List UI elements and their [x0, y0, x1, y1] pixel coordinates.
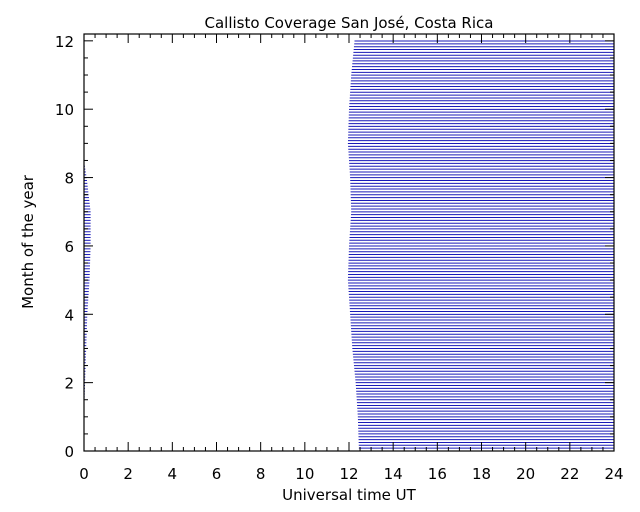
axis-ticks [83, 34, 615, 452]
y-tick-label: 8 [64, 170, 74, 188]
x-tick-labels: 0 2 4 6 8 10 12 14 16 18 20 22 24 [79, 465, 623, 483]
x-tick-label: 2 [123, 465, 133, 483]
y-tick-label: 12 [55, 33, 74, 51]
y-axis-title: Month of the year [19, 174, 37, 309]
x-tick-label: 10 [295, 465, 314, 483]
y-tick-label: 4 [64, 306, 74, 324]
x-tick-label: 24 [604, 465, 623, 483]
x-tick-label: 16 [428, 465, 447, 483]
x-tick-label: 12 [339, 465, 358, 483]
x-axis-title: Universal time UT [282, 486, 417, 504]
x-tick-label: 8 [256, 465, 266, 483]
x-tick-label: 20 [516, 465, 535, 483]
y-tick-label: 10 [55, 101, 74, 119]
x-tick-label: 6 [212, 465, 222, 483]
coverage-bands [84, 40, 614, 452]
x-tick-label: 14 [384, 465, 403, 483]
x-tick-label: 0 [79, 465, 89, 483]
y-tick-label: 2 [64, 375, 74, 393]
chart-title: Callisto Coverage San José, Costa Rica [205, 14, 494, 32]
y-tick-labels: 0 2 4 6 8 10 12 [55, 33, 74, 461]
x-tick-label: 4 [168, 465, 178, 483]
x-tick-label: 18 [472, 465, 491, 483]
y-tick-label: 6 [64, 238, 74, 256]
x-tick-label: 22 [560, 465, 579, 483]
y-tick-label: 0 [64, 443, 74, 461]
